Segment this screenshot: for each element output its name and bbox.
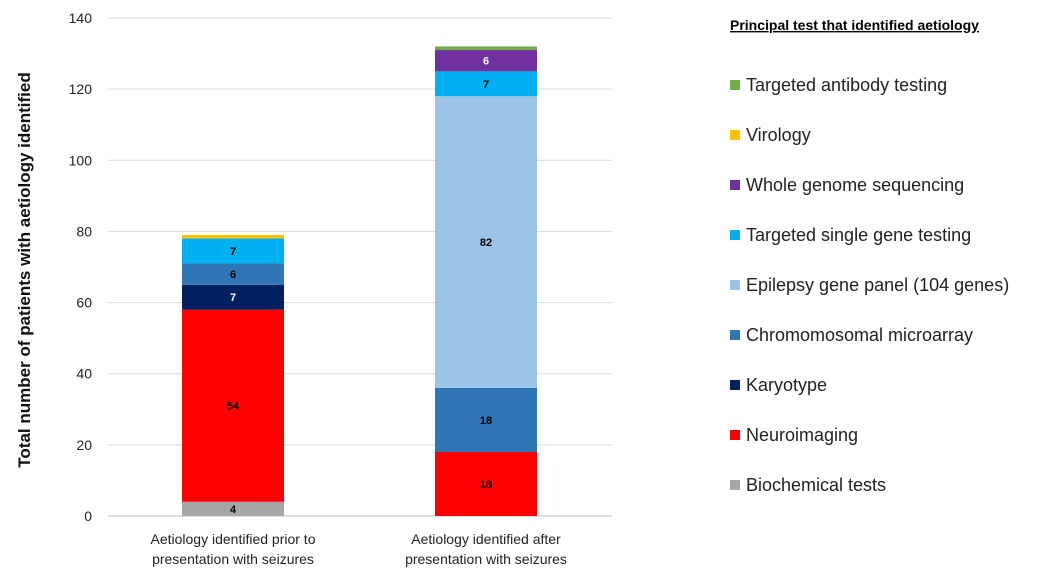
legend-swatch (730, 230, 740, 240)
legend-item-label: Targeted antibody testing (746, 75, 947, 95)
bar-segment (435, 96, 537, 388)
bar-segment (435, 387, 537, 452)
bar-segment (435, 451, 537, 516)
legend-title: Principal test that identified aetiology (730, 17, 979, 33)
y-tick-label: 0 (84, 508, 92, 524)
bar-segment (182, 234, 284, 239)
y-tick-label: 140 (69, 10, 93, 26)
bar-segment (182, 263, 284, 285)
bars (182, 46, 537, 516)
data-label: 54 (227, 401, 240, 413)
legend-swatch (730, 130, 740, 140)
legend-item-label: Virology (746, 125, 811, 145)
y-axis-label: Total number of patients with aetiology … (15, 72, 34, 467)
data-label: 18 (480, 479, 492, 491)
y-tick-label: 60 (76, 295, 92, 311)
y-tick-label: 100 (69, 152, 93, 168)
data-label: 18 (480, 415, 492, 427)
y-tick-label: 40 (76, 366, 92, 382)
bar-segment (182, 501, 284, 516)
y-tick-label: 80 (76, 223, 92, 239)
data-label: 6 (483, 56, 489, 68)
legend-swatch (730, 180, 740, 190)
legend-swatch (730, 80, 740, 90)
y-axis-ticks: 0 20 40 60 80 100 120 140 (69, 10, 93, 524)
bar-segment (182, 238, 284, 264)
bar-segment (435, 46, 537, 51)
x-axis-categories: Aetiology identified prior to presentatio… (151, 531, 567, 567)
bar-segment (182, 284, 284, 310)
bar-segment (182, 309, 284, 502)
legend-item-label: Targeted single gene testing (746, 225, 971, 245)
legend-item-label: Whole genome sequencing (746, 175, 964, 195)
legend-swatch (730, 280, 740, 290)
data-label: 7 (230, 292, 236, 304)
x-category-label: presentation with seizures (152, 551, 314, 567)
data-label: 7 (483, 79, 489, 91)
data-labels: 4 54 7 6 7 18 18 82 7 6 (227, 56, 492, 516)
data-label: 4 (230, 504, 237, 516)
data-label: 6 (230, 269, 236, 281)
legend-swatch (730, 480, 740, 490)
bar-segment (435, 50, 537, 72)
data-label: 7 (230, 246, 236, 258)
legend-swatch (730, 430, 740, 440)
y-tick-label: 20 (76, 437, 92, 453)
x-category-label: presentation with seizures (405, 551, 567, 567)
legend-swatch (730, 380, 740, 390)
y-tick-label: 120 (69, 81, 93, 97)
x-category-label: Aetiology identified after (411, 531, 561, 547)
data-label: 82 (480, 237, 492, 249)
legend-item-label: Neuroimaging (746, 425, 858, 445)
legend: Targeted antibody testing Virology Whole g… (730, 75, 1009, 495)
x-category-label: Aetiology identified prior to (151, 531, 316, 547)
legend-item-label: Biochemical tests (746, 475, 886, 495)
legend-item-label: Epilepsy gene panel (104 genes) (746, 275, 1009, 295)
legend-item-label: Karyotype (746, 375, 827, 395)
legend-item-label: Chromomosomal microarray (746, 325, 973, 345)
legend-swatch (730, 330, 740, 340)
bar-segment (435, 71, 537, 97)
